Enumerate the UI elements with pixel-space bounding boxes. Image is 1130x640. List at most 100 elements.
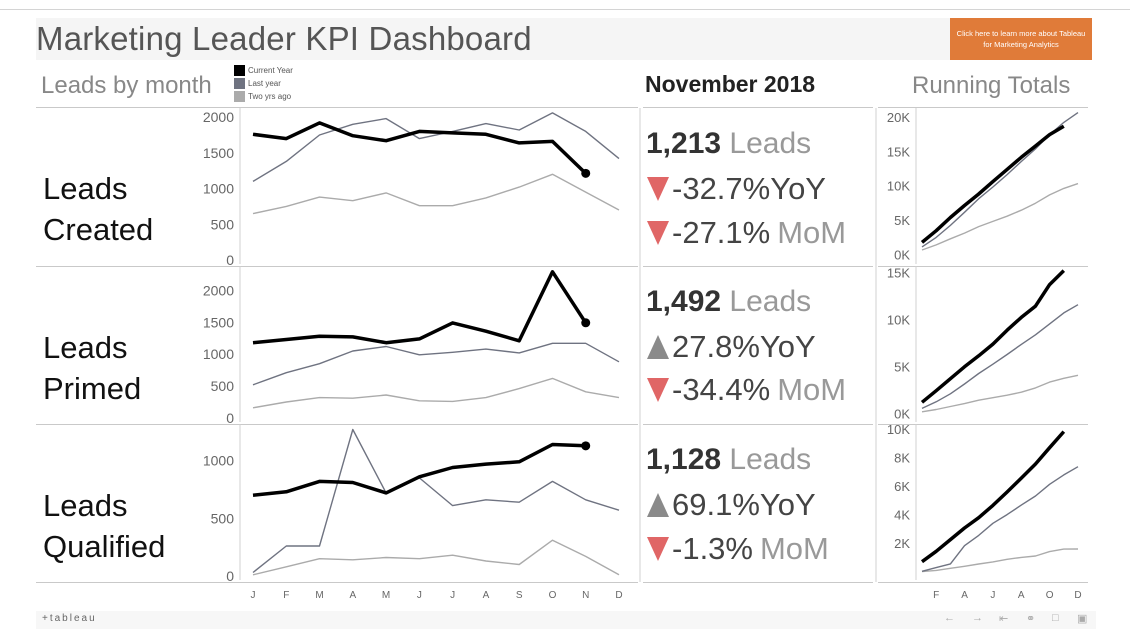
series-line-last-year <box>252 428 620 574</box>
series-line-current-year <box>920 430 1066 564</box>
y-tick-label: 15K <box>887 266 910 281</box>
revert-icon[interactable]: ⇤ <box>999 613 1009 625</box>
y-tick-label: 2000 <box>203 282 234 298</box>
y-tick-label: 0 <box>226 568 234 584</box>
title-bar <box>36 18 1092 60</box>
series-line-current-year <box>920 269 1066 404</box>
legend-item-last: Last year <box>234 77 293 90</box>
divider <box>643 582 873 583</box>
kpi-yoy-qualified: 69.1% YoY <box>647 487 816 523</box>
kpi-leads-created: 1,213 Leads <box>646 127 812 160</box>
y-tick-label: 10K <box>887 422 910 437</box>
y-tick-label: 0K <box>894 406 910 421</box>
x-tick-label: M <box>315 590 323 601</box>
y-tick-label: 2K <box>894 536 910 551</box>
y-tick-label: 0 <box>226 252 234 268</box>
up-arrow-icon <box>647 493 669 517</box>
divider <box>36 107 638 108</box>
divider <box>643 266 873 267</box>
divider <box>36 582 638 583</box>
series-line-two-yrs-ago <box>252 377 620 409</box>
legend-item-two: Two yrs ago <box>234 90 293 103</box>
row-label-leads-qualified: Leads Qualified <box>43 488 166 564</box>
current-point-marker <box>581 168 591 178</box>
share-icon[interactable]: ⚭ <box>1026 613 1036 625</box>
divider <box>643 107 873 108</box>
series-line-two-yrs-ago <box>921 182 1079 251</box>
series-line-last-year <box>252 112 620 183</box>
down-arrow-icon <box>647 177 669 201</box>
y-tick-label: 1000 <box>203 346 234 362</box>
x-tick-label: F <box>933 590 939 601</box>
divider <box>36 266 638 267</box>
y-tick-label: 10K <box>887 179 910 194</box>
legend-swatch <box>234 78 245 89</box>
kpi-yoy-created: -32.7% YoY <box>647 171 826 207</box>
redo-icon[interactable]: → <box>972 612 983 624</box>
x-tick-label: J <box>417 590 422 601</box>
series-line-last-year <box>252 342 620 386</box>
y-tick-label: 5K <box>894 213 910 228</box>
x-tick-label: J <box>990 590 995 601</box>
dashboard-title: Marketing Leader KPI Dashboard <box>36 20 532 57</box>
x-tick-label: A <box>349 590 356 601</box>
tableau-logo: +tableau <box>42 613 97 624</box>
learn-more-button[interactable]: Click here to learn more about Tableau f… <box>950 18 1092 60</box>
x-tick-label: O <box>549 590 557 601</box>
x-tick-label: M <box>382 590 390 601</box>
y-tick-label: 1500 <box>203 145 234 161</box>
x-tick-label: D <box>615 590 622 601</box>
footer-bar <box>36 611 1096 629</box>
kpi-yoy-primed: 27.8% YoY <box>647 329 816 365</box>
y-tick-label: 500 <box>211 378 235 394</box>
series-line-two-yrs-ago <box>252 173 620 215</box>
y-tick-label: 500 <box>211 216 235 232</box>
legend-item-current: Current Year <box>234 64 293 77</box>
series-line-current-year <box>920 124 1065 244</box>
kpi-mom-created: -27.1% MoM <box>647 215 846 251</box>
current-point-marker <box>581 441 591 451</box>
top-divider <box>0 9 1130 10</box>
y-tick-label: 10K <box>887 313 910 328</box>
series-line-last-year <box>921 304 1079 410</box>
fullscreen-icon[interactable]: ▣ <box>1077 613 1088 625</box>
row-label-leads-primed: Leads Primed <box>43 330 142 406</box>
series-line-last-year <box>921 466 1079 572</box>
x-tick-label: A <box>483 590 490 601</box>
x-tick-label: A <box>961 590 968 601</box>
divider <box>878 107 1088 108</box>
y-tick-label: 5K <box>894 359 910 374</box>
kpi-mom-primed: -34.4% MoM <box>647 372 846 408</box>
y-tick-label: 500 <box>211 510 235 526</box>
y-tick-label: 15K <box>887 144 910 159</box>
y-tick-label: 1000 <box>203 453 234 469</box>
divider <box>36 424 638 425</box>
month-header: November 2018 <box>645 71 816 97</box>
y-tick-label: 1000 <box>203 181 234 197</box>
x-tick-label: J <box>450 590 455 601</box>
y-tick-label: 0K <box>894 247 910 262</box>
y-tick-label: 4K <box>894 508 910 523</box>
down-arrow-icon <box>647 378 669 402</box>
series-line-current-year <box>252 442 586 497</box>
legend-swatch <box>234 91 245 102</box>
kpi-leads-primed: 1,492 Leads <box>646 285 812 318</box>
y-tick-label: 20K <box>887 110 910 125</box>
kpi-mom-qualified: -1.3% MoM <box>647 531 829 567</box>
series-line-two-yrs-ago <box>921 548 1079 573</box>
current-point-marker <box>581 318 591 328</box>
y-tick-label: 0 <box>226 410 234 426</box>
series-line-two-yrs-ago <box>252 539 620 576</box>
x-tick-label: F <box>283 590 289 601</box>
y-tick-label: 8K <box>894 450 910 465</box>
up-arrow-icon <box>647 335 669 359</box>
kpi-leads-qualified: 1,128 Leads <box>646 443 812 476</box>
series-line-current-year <box>252 270 588 345</box>
comment-icon[interactable]: □ <box>1052 612 1059 624</box>
legend-swatch <box>234 65 245 76</box>
divider <box>878 266 1088 267</box>
y-tick-label: 1500 <box>203 314 234 330</box>
undo-icon[interactable]: ← <box>944 612 955 624</box>
x-tick-label: D <box>1074 590 1081 601</box>
